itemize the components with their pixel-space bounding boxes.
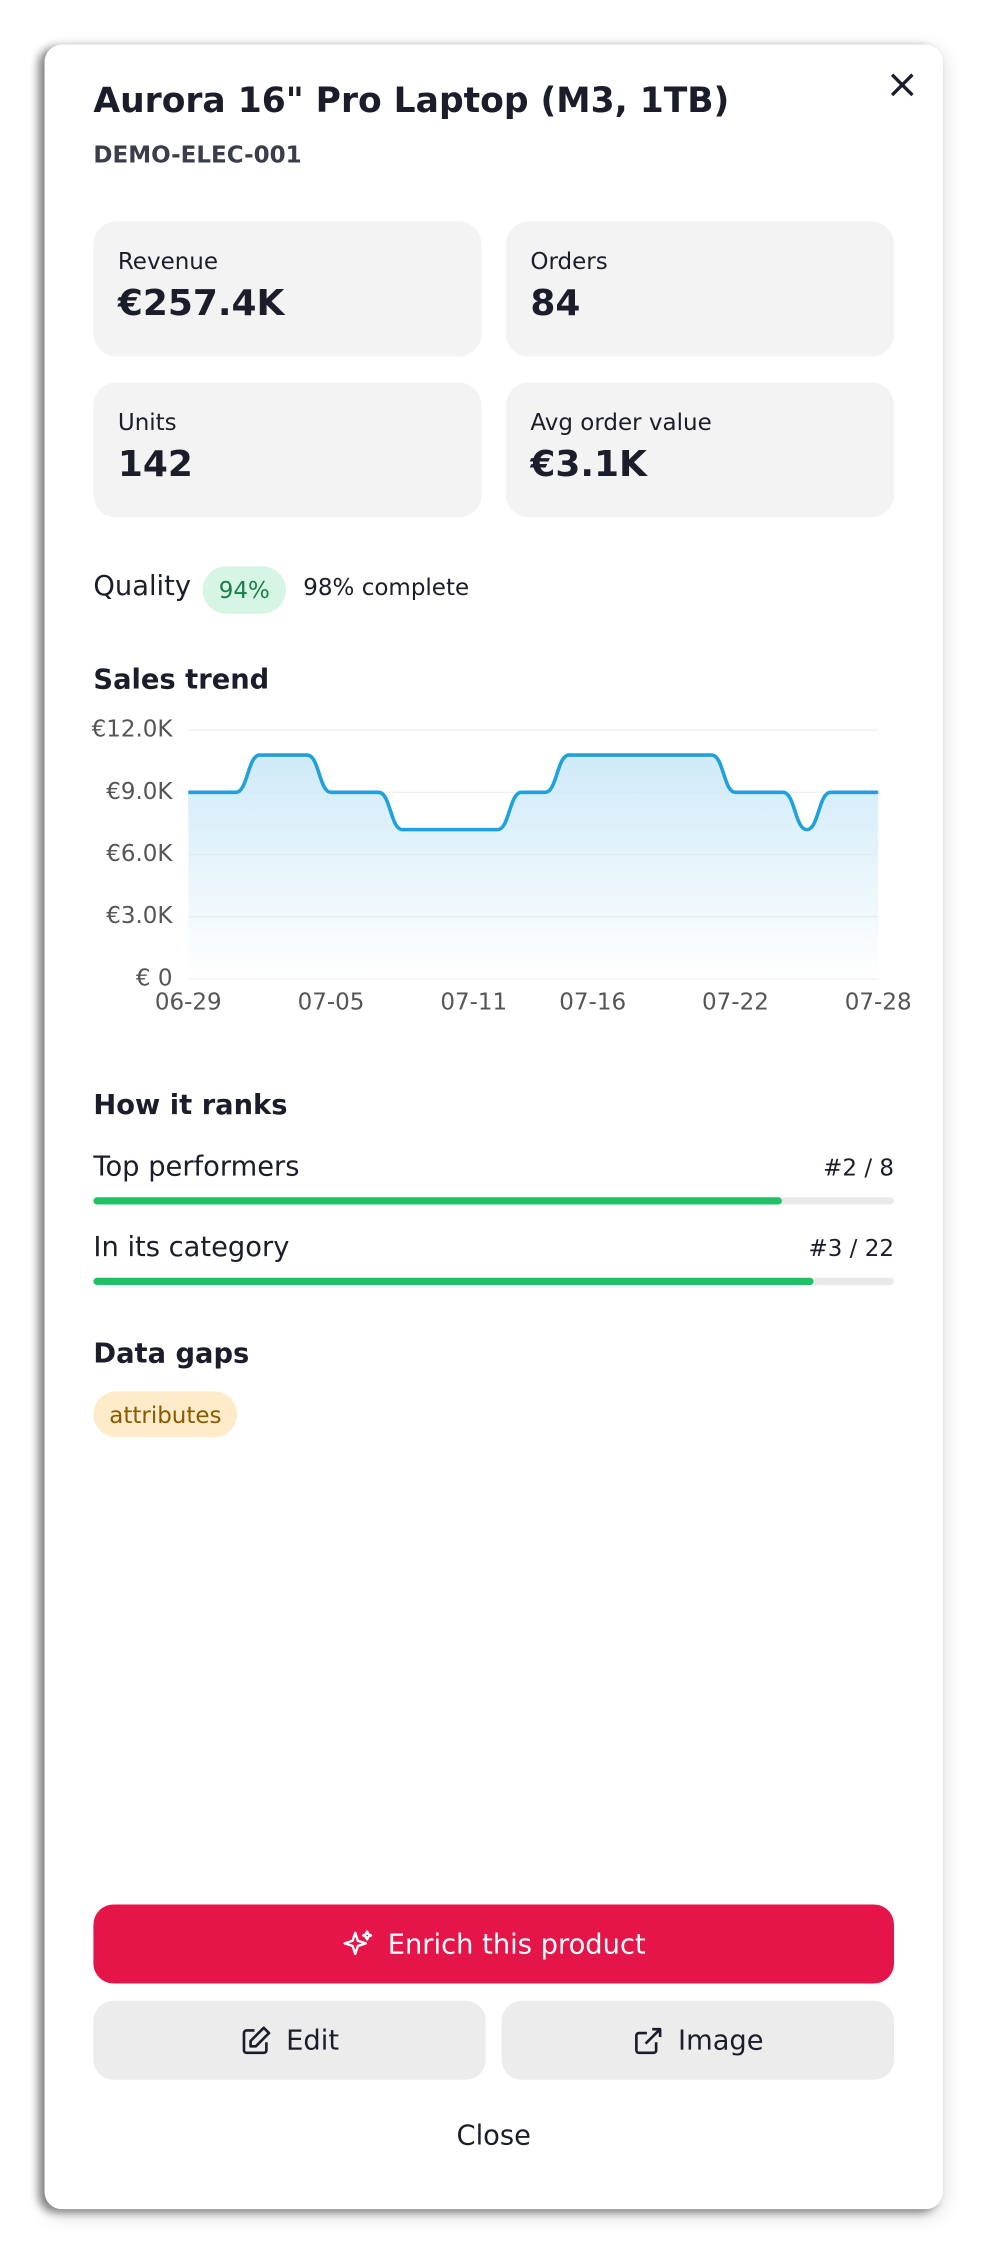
rank-position: #2 / 8 (823, 1154, 895, 1182)
external-icon (634, 2027, 662, 2054)
metric-value: €3.1K (530, 442, 647, 485)
x-tick-label: 07-22 (702, 990, 769, 1016)
gap-tag: attributes (93, 1391, 238, 1438)
metric-label: Avg order value (530, 408, 712, 436)
quality-complete: 98% complete (303, 573, 470, 601)
quality-badge: 94% (202, 566, 287, 614)
edit-icon (242, 2025, 271, 2054)
x-tick-label: 07-28 (845, 990, 912, 1016)
button-label: Image (678, 2024, 764, 2057)
x-tick-label: 06-29 (155, 990, 222, 1016)
product-title: Aurora 16" Pro Laptop (M3, 1TB) (93, 80, 730, 121)
metric-card: Units 142 (93, 382, 482, 518)
sales-chart: € 0 €3.0K €6.0K €9.0K €12.0K 06-29 07-05 07-11 0… (92, 717, 912, 1016)
enrich-button[interactable]: Enrich this product (93, 1904, 895, 1984)
image-button[interactable]: Image (501, 2000, 895, 2080)
metric-card: Revenue €257.4K (93, 221, 482, 357)
close-icon[interactable]: × (885, 60, 920, 108)
metric-card: Orders 84 (505, 221, 895, 357)
gaps-title: Data gaps (93, 1338, 250, 1370)
metric-value: €257.4K (117, 281, 285, 324)
button-label: Enrich this product (387, 1928, 646, 1960)
x-tick-label: 07-11 (440, 990, 507, 1016)
metric-label: Revenue (117, 247, 219, 275)
quality-label: Quality (93, 570, 192, 603)
edit-button[interactable]: Edit (93, 2000, 486, 2080)
metric-label: Units (117, 408, 177, 436)
close-button[interactable]: Close (93, 2101, 894, 2170)
button-label: Close (456, 2120, 531, 2152)
product-sku: DEMO-ELEC-001 (93, 140, 302, 169)
button-label: Edit (286, 2024, 340, 2057)
rank-label: In its category (93, 1231, 290, 1264)
x-tick-label: 07-16 (559, 990, 626, 1016)
sparkle-icon (343, 1929, 372, 1955)
metric-value: 84 (530, 281, 581, 324)
y-tick-label: €12.0K (92, 717, 174, 743)
rank-bar (93, 1197, 782, 1205)
x-tick-label: 07-05 (298, 990, 365, 1016)
y-tick-label: €9.0K (106, 779, 173, 805)
chart-title: Sales trend (93, 664, 270, 696)
metric-card: Avg order value €3.1K (505, 382, 895, 518)
ranks-title: How it ranks (93, 1089, 288, 1122)
metric-value: 142 (117, 442, 193, 485)
metric-label: Orders (530, 247, 608, 275)
rank-position: #3 / 22 (808, 1234, 895, 1262)
area (188, 755, 879, 979)
y-tick-label: € 0 (136, 965, 173, 991)
rank-label: Top performers (93, 1151, 300, 1183)
y-tick-label: €3.0K (106, 903, 173, 929)
rank-bar (93, 1277, 814, 1285)
line (188, 753, 879, 832)
y-tick-label: €6.0K (106, 841, 173, 867)
